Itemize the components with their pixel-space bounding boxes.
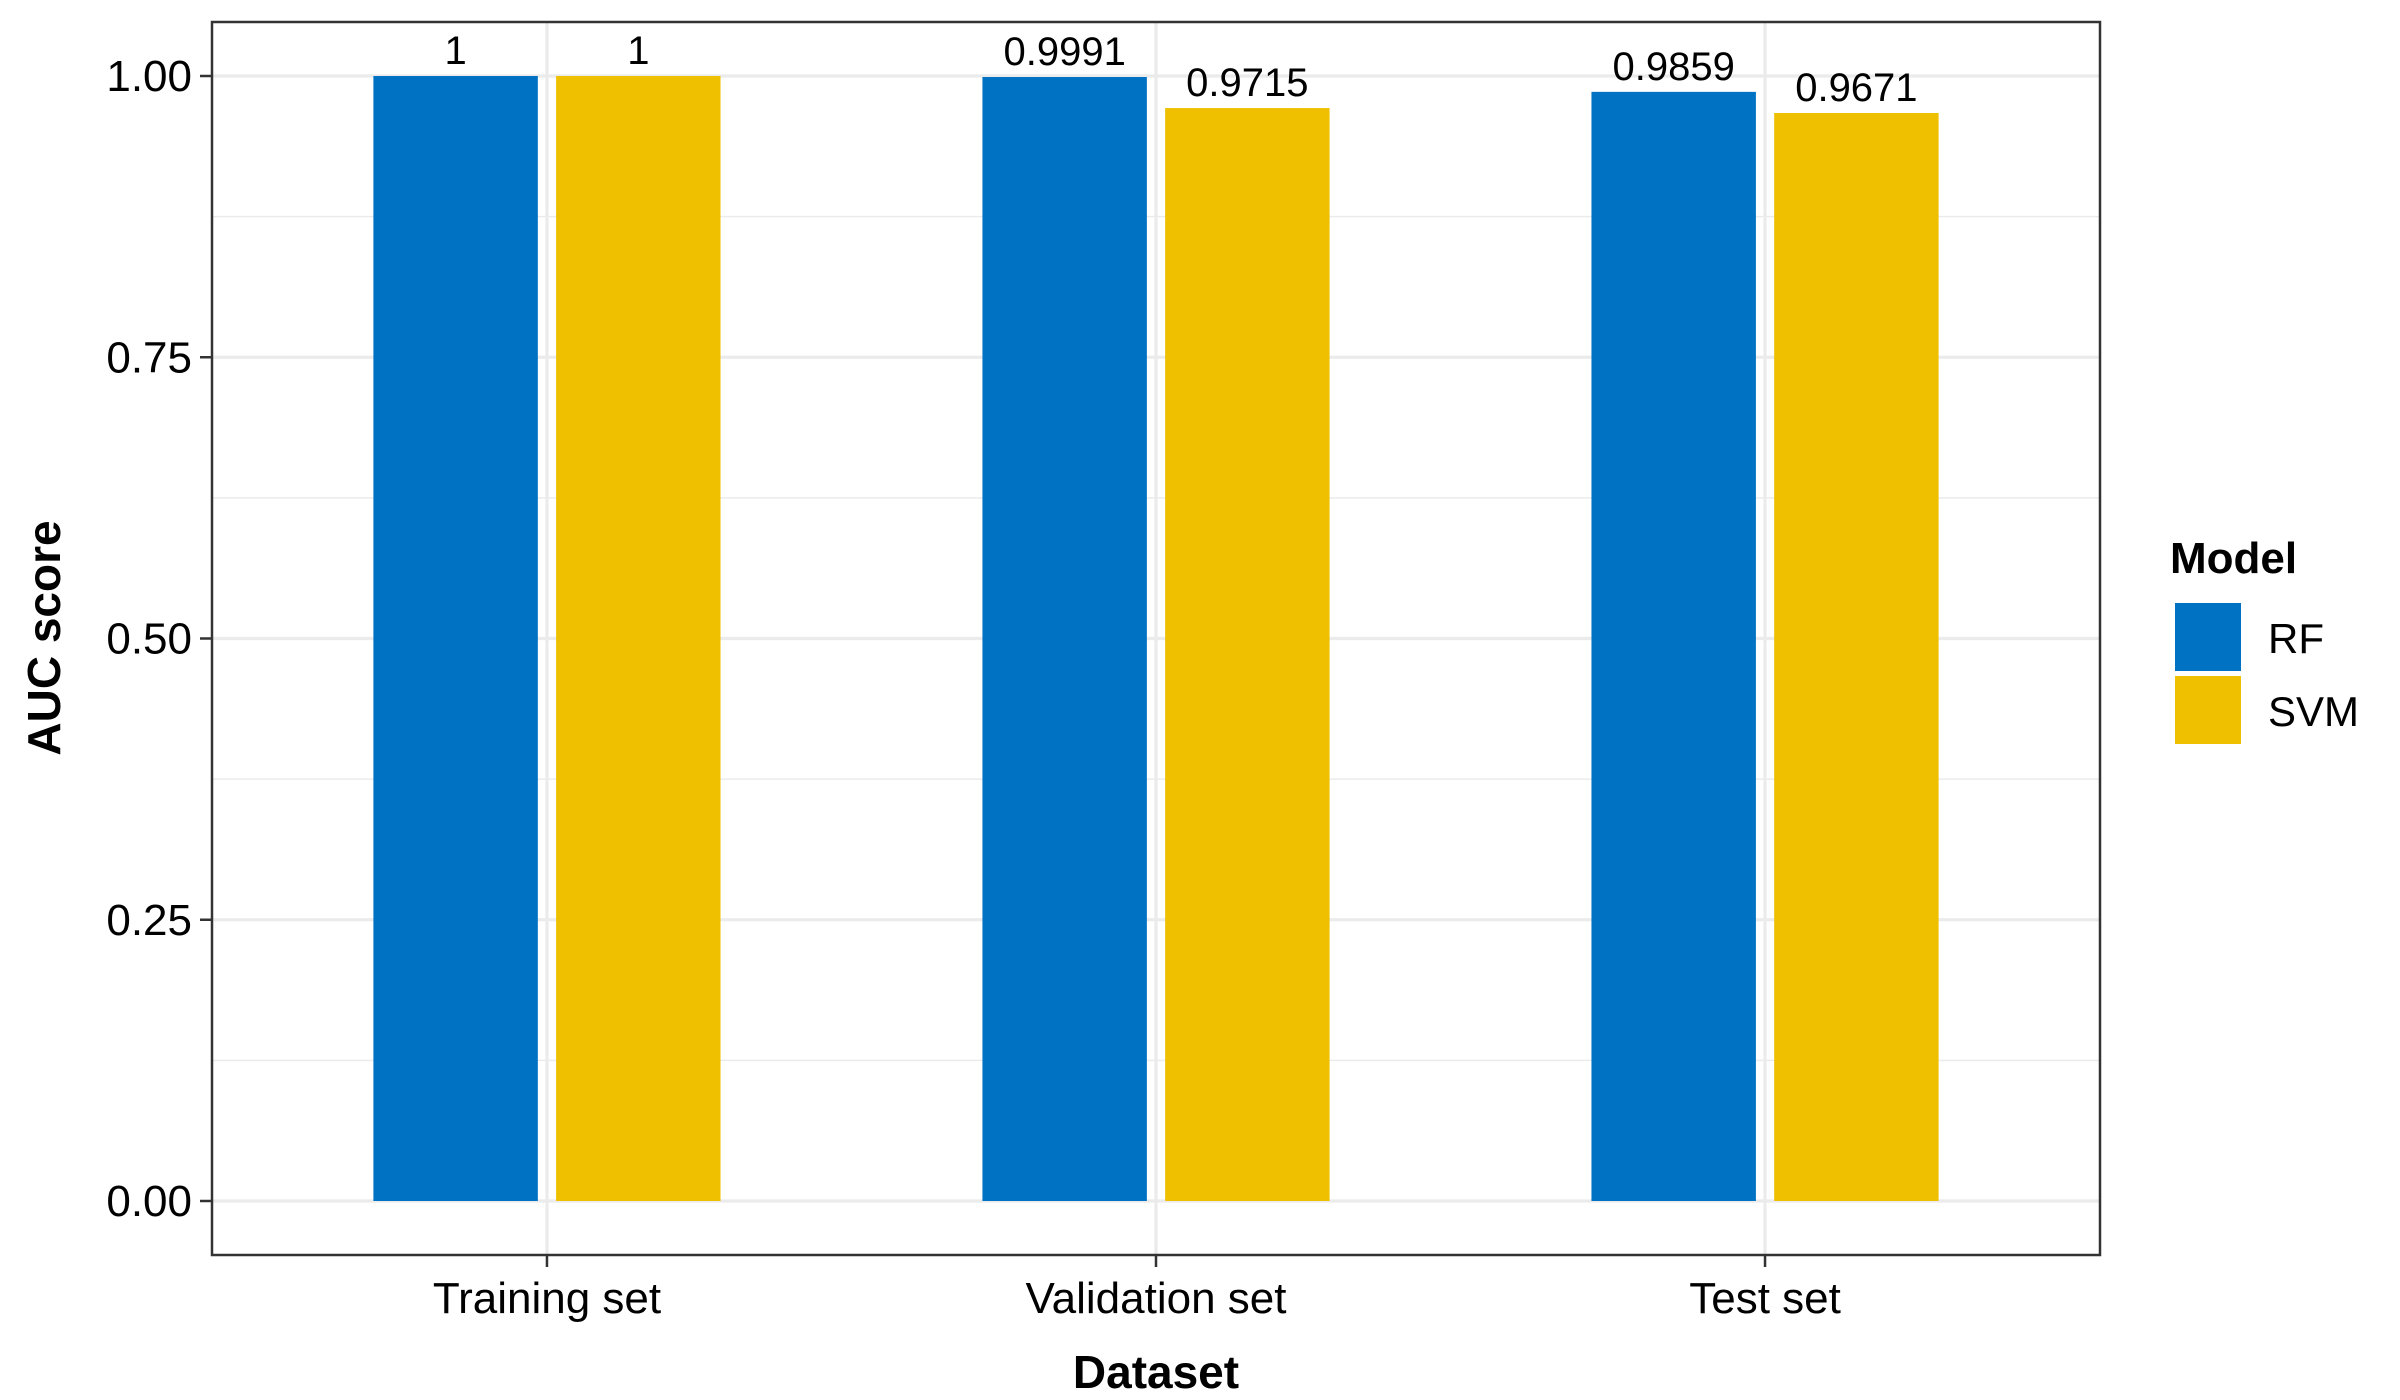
y-axis-title: AUC score — [18, 520, 70, 755]
x-tick-label: Test set — [1689, 1274, 1841, 1323]
data-label-svm-3: 0.9671 — [1795, 66, 1917, 110]
legend-label-svm: SVM — [2268, 688, 2359, 735]
data-label-rf-2: 0.9991 — [1003, 30, 1125, 74]
bars — [373, 76, 1939, 1202]
bar-svm-1 — [556, 76, 721, 1201]
legend: Model RF SVM — [2170, 534, 2359, 744]
x-tick-label: Training set — [433, 1274, 661, 1323]
x-axis-title: Dataset — [1073, 1346, 1239, 1398]
bar-rf-1 — [373, 76, 538, 1201]
data-label-rf-1: 1 — [444, 29, 466, 73]
y-axis: 0.00 0.25 0.50 0.75 1.00 — [106, 52, 212, 1226]
y-tick-label: 0.75 — [106, 333, 192, 382]
data-label-svm-1: 1 — [627, 29, 649, 73]
x-axis: Training set Validation set Test set — [433, 1255, 1841, 1323]
bar-svm-3 — [1774, 113, 1939, 1202]
bar-svm-2 — [1165, 108, 1330, 1201]
y-tick-label: 0.50 — [106, 615, 192, 664]
legend-key-rf — [2175, 603, 2241, 671]
legend-key-svm — [2175, 676, 2241, 744]
y-tick-label: 0.25 — [106, 896, 192, 945]
y-tick-label: 1.00 — [106, 52, 192, 101]
bar-rf-3 — [1591, 91, 1756, 1201]
legend-item-svm: SVM — [2175, 676, 2359, 744]
legend-label-rf: RF — [2268, 615, 2324, 662]
x-tick-label: Validation set — [1026, 1274, 1287, 1323]
legend-item-rf: RF — [2175, 603, 2324, 671]
legend-title: Model — [2170, 534, 2297, 583]
bar-rf-2 — [982, 77, 1147, 1202]
data-label-rf-3: 0.9859 — [1613, 45, 1735, 89]
y-tick-label: 0.00 — [106, 1177, 192, 1226]
data-labels: 1 1 0.9991 0.9715 0.9859 0.9671 — [444, 29, 1917, 110]
data-label-svm-2: 0.9715 — [1186, 61, 1308, 105]
